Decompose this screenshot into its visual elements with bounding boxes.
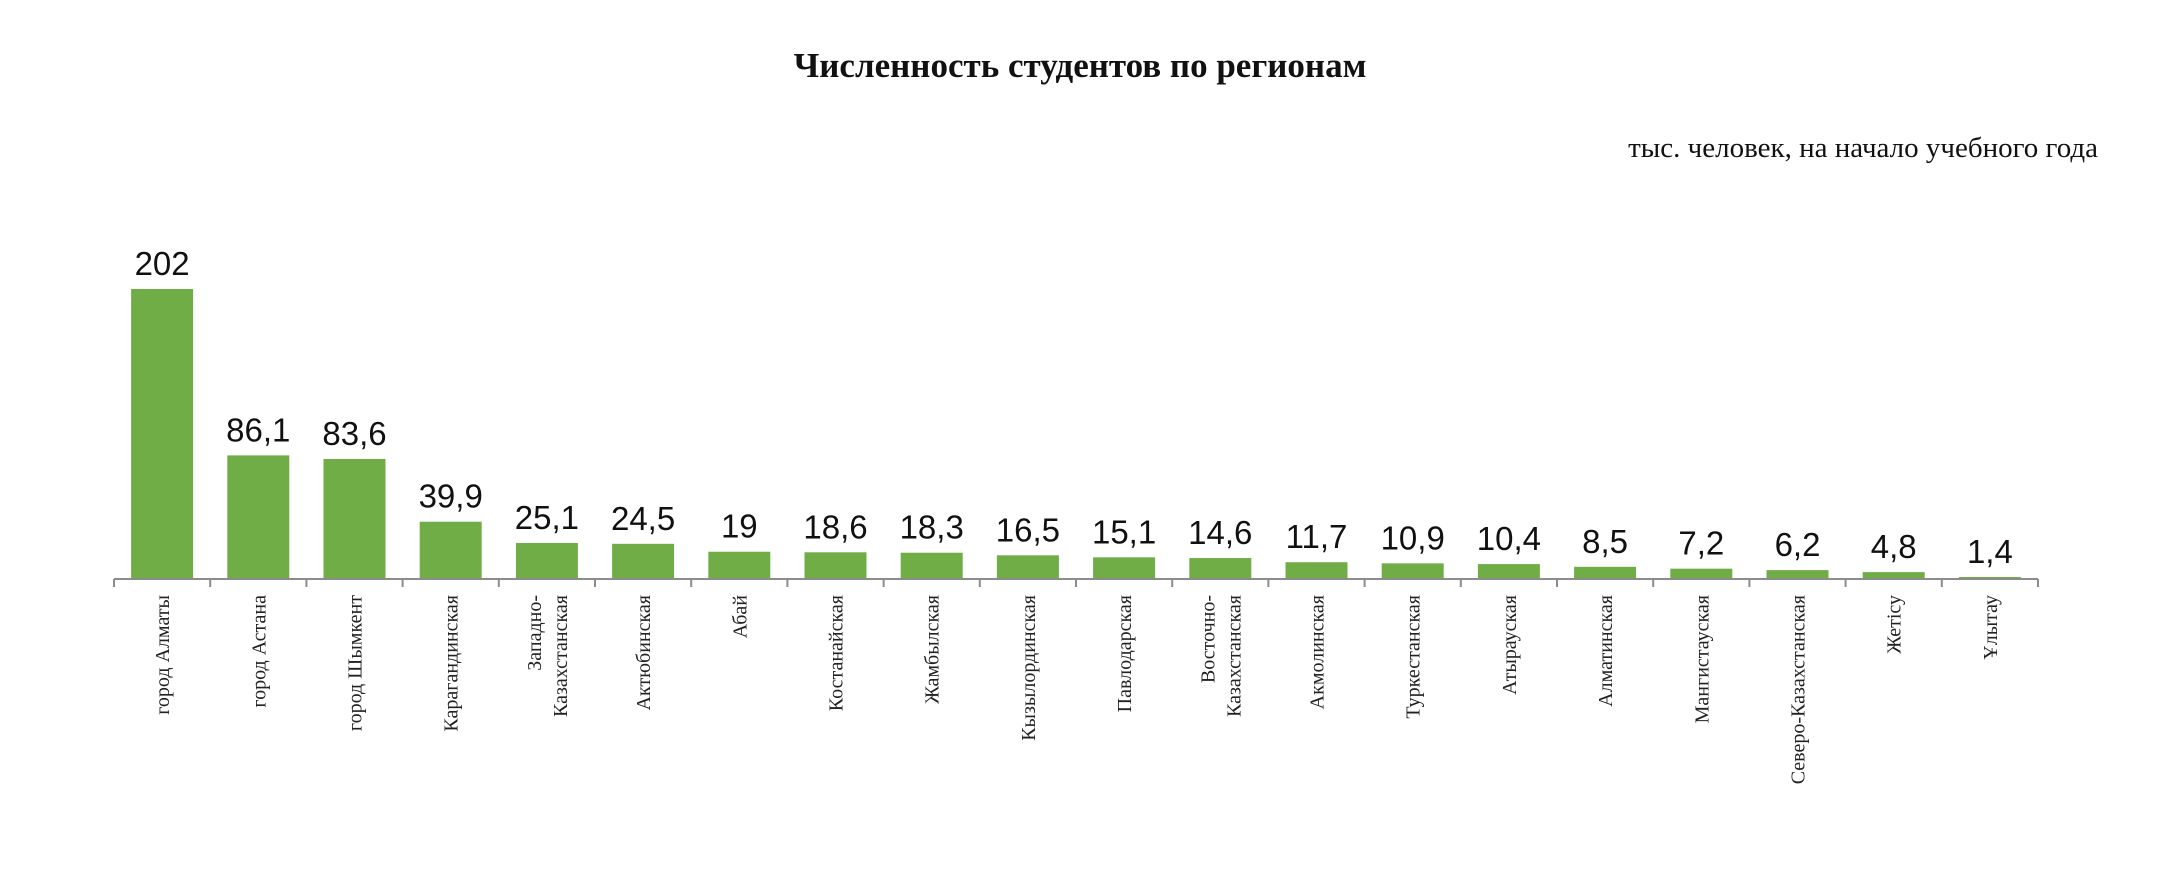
category-label: Атырауская bbox=[1499, 595, 1521, 695]
bar-value-label: 83,6 bbox=[322, 415, 386, 452]
bar-value-label: 10,9 bbox=[1381, 519, 1445, 556]
bar bbox=[1766, 570, 1829, 579]
value-labels-group: 202 86,1 83,6 39,9 25,1 24,5 19 18,6 18,3 16,5 15,… bbox=[135, 245, 2013, 570]
bar bbox=[131, 289, 194, 579]
bar-value-label: 86,1 bbox=[226, 411, 290, 448]
bar-value-label: 19 bbox=[721, 508, 758, 545]
x-axis-ticks-group bbox=[113, 579, 2039, 587]
category-label: Ұлытау bbox=[1980, 595, 2002, 660]
category-label: город Алматы bbox=[152, 595, 174, 715]
category-label: Западно- Казахстанская bbox=[524, 595, 572, 717]
bar-value-label: 39,9 bbox=[419, 478, 483, 515]
category-labels-group: город Алматы город Астана город Шымкент Кар… bbox=[152, 595, 2002, 785]
bar bbox=[1381, 563, 1444, 579]
bar bbox=[1862, 572, 1925, 579]
category-label: Восточно- Казахстанская bbox=[1197, 595, 1245, 717]
bar bbox=[900, 552, 963, 579]
bar-value-label: 25,1 bbox=[515, 499, 579, 536]
chart-title: Численность студентов по регионам bbox=[793, 46, 1367, 85]
bar-value-label: 4,8 bbox=[1871, 528, 1917, 565]
bar-value-label: 16,5 bbox=[996, 511, 1060, 548]
bar-value-label: 202 bbox=[135, 245, 190, 282]
bar bbox=[1477, 564, 1540, 579]
bar bbox=[419, 521, 482, 579]
category-label: Мангистауская bbox=[1691, 595, 1713, 723]
bar bbox=[804, 552, 867, 579]
bar-value-label: 15,1 bbox=[1092, 513, 1156, 550]
bar-value-label: 1,4 bbox=[1967, 533, 2013, 570]
category-label: город Шымкент bbox=[345, 595, 367, 731]
bar bbox=[1189, 558, 1252, 579]
category-label: Жетісу bbox=[1884, 595, 1906, 654]
chart-units-note: тыс. человек, на начало учебного года bbox=[1628, 132, 2098, 164]
bar-value-label: 18,6 bbox=[803, 508, 867, 545]
bar-value-label: 7,2 bbox=[1678, 525, 1724, 562]
category-label: Туркестанская bbox=[1403, 595, 1425, 719]
bar-value-label: 18,3 bbox=[900, 509, 964, 546]
category-label: Северо-Казахстанская bbox=[1788, 595, 1810, 784]
bar bbox=[708, 551, 771, 579]
category-label: Костанайская bbox=[826, 595, 848, 711]
category-label: Карагандинская bbox=[441, 595, 463, 732]
category-label: Павлодарская bbox=[1114, 595, 1136, 712]
category-label: Кызылординская bbox=[1018, 595, 1040, 741]
bar bbox=[1958, 576, 2021, 579]
bar bbox=[1574, 566, 1637, 579]
bar-value-label: 14,6 bbox=[1188, 514, 1252, 551]
bar-value-label: 6,2 bbox=[1775, 526, 1821, 563]
bar-value-label: 11,7 bbox=[1286, 518, 1348, 555]
bars-group bbox=[131, 289, 2021, 579]
bar bbox=[1093, 557, 1156, 579]
bar-value-label: 24,5 bbox=[611, 500, 675, 537]
bar bbox=[323, 458, 386, 579]
bar bbox=[515, 542, 578, 579]
bar-value-label: 8,5 bbox=[1582, 523, 1628, 560]
category-label: Абай bbox=[729, 595, 751, 638]
category-label: Алматинская bbox=[1595, 595, 1617, 707]
bar bbox=[996, 555, 1059, 579]
category-label: Актюбинская bbox=[633, 595, 655, 711]
bar-value-label: 10,4 bbox=[1477, 520, 1541, 557]
category-label: Жамбылская bbox=[922, 595, 944, 704]
bar bbox=[1670, 568, 1733, 579]
bar bbox=[227, 455, 290, 579]
bar bbox=[612, 543, 675, 579]
bar bbox=[1285, 562, 1348, 579]
category-label: город Астана bbox=[248, 595, 270, 708]
category-label: Акмолинская bbox=[1307, 595, 1329, 709]
